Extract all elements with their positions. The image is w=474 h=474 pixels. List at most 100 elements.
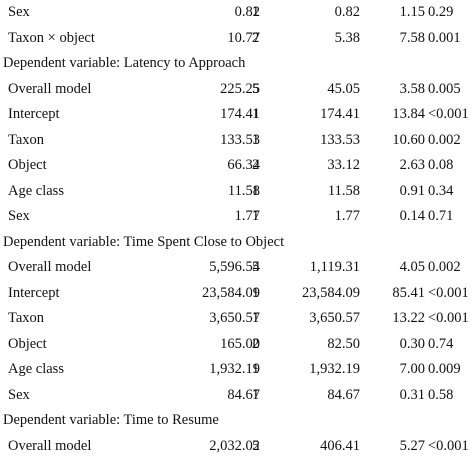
table-row: Intercept 174.41 1 174.41 13.84 <0.001 bbox=[0, 102, 474, 128]
mean-square: 3,650.57 bbox=[309, 310, 360, 326]
anova-table: Sex 0.82 1 0.82 1.15 0.29 Taxon × object… bbox=[0, 0, 474, 460]
table-row: Taxon 3,650.57 1 3,650.57 13.22 <0.001 bbox=[0, 306, 474, 332]
degrees-of-freedom: 2 bbox=[252, 157, 260, 173]
section-heading-row: Dependent variable: Time to Resume bbox=[0, 408, 474, 434]
f-value: 5.27 bbox=[399, 437, 425, 454]
p-value: 0.005 bbox=[428, 80, 461, 97]
p-value: 0.002 bbox=[428, 259, 461, 275]
table-row: Taxon 133.53 1 133.53 10.60 0.002 bbox=[0, 128, 474, 154]
f-value: 7.00 bbox=[399, 361, 425, 377]
p-value: 0.29 bbox=[428, 4, 454, 20]
p-value: <0.001 bbox=[428, 310, 469, 326]
mean-square: 1,119.31 bbox=[309, 259, 360, 275]
table-row: Taxon × object 10.77 2 5.38 7.58 0.001 bbox=[0, 26, 474, 52]
f-value: 10.60 bbox=[392, 131, 425, 148]
term-label: Overall model bbox=[8, 259, 92, 275]
degrees-of-freedom: 1 bbox=[252, 386, 260, 403]
mean-square: 82.50 bbox=[327, 335, 360, 352]
degrees-of-freedom: 1 bbox=[252, 361, 260, 377]
f-value: 1.15 bbox=[399, 4, 425, 20]
table-row: Age class 1,932.19 1 1,932.19 7.00 0.009 bbox=[0, 357, 474, 383]
p-value: 0.009 bbox=[428, 361, 461, 377]
section-heading: Dependent variable: Time Spent Close to … bbox=[3, 233, 285, 250]
table-row: Object 165.00 2 82.50 0.30 0.74 bbox=[0, 332, 474, 358]
degrees-of-freedom: 1 bbox=[252, 310, 260, 326]
f-value: 4.05 bbox=[399, 259, 425, 275]
sum-of-squares: 10.77 bbox=[227, 29, 260, 46]
mean-square: 1,932.19 bbox=[309, 361, 360, 377]
term-label: Taxon bbox=[8, 310, 45, 326]
f-value: 85.41 bbox=[392, 284, 425, 301]
term-label: Object bbox=[8, 335, 47, 352]
degrees-of-freedom: 1 bbox=[252, 106, 260, 122]
mean-square: 11.58 bbox=[327, 182, 360, 199]
term-label: Age class bbox=[8, 361, 64, 377]
p-value: 0.08 bbox=[428, 157, 454, 173]
degrees-of-freedom: 1 bbox=[252, 208, 260, 224]
p-value: 0.74 bbox=[428, 335, 454, 352]
table-row: Age class 11.58 1 11.58 0.91 0.34 bbox=[0, 179, 474, 205]
mean-square: 133.53 bbox=[320, 131, 360, 148]
table-row: Overall model 2,032.02 5 406.41 5.27 <0.… bbox=[0, 434, 474, 460]
term-label: Sex bbox=[8, 4, 30, 20]
mean-square: 1.77 bbox=[334, 208, 360, 224]
f-value: 3.58 bbox=[399, 80, 425, 97]
p-value: 0.002 bbox=[428, 131, 461, 148]
mean-square: 174.41 bbox=[320, 106, 360, 122]
sum-of-squares: 1,932.19 bbox=[209, 361, 260, 377]
f-value: 0.91 bbox=[399, 182, 425, 199]
degrees-of-freedom: 1 bbox=[252, 182, 260, 199]
mean-square: 0.82 bbox=[334, 4, 360, 20]
degrees-of-freedom: 2 bbox=[252, 335, 260, 352]
degrees-of-freedom: 1 bbox=[252, 284, 260, 301]
term-label: Overall model bbox=[8, 437, 92, 454]
section-heading-row: Dependent variable: Latency to Approach bbox=[0, 51, 474, 77]
table-row: Sex 84.67 1 84.67 0.31 0.58 bbox=[0, 383, 474, 409]
table-row: Sex 1.77 1 1.77 0.14 0.71 bbox=[0, 204, 474, 230]
f-value: 2.63 bbox=[399, 157, 425, 173]
table-row: Object 66.34 2 33.12 2.63 0.08 bbox=[0, 153, 474, 179]
section-heading-row: Dependent variable: Time Spent Close to … bbox=[0, 230, 474, 256]
section-heading: Dependent variable: Latency to Approach bbox=[3, 55, 246, 71]
p-value: <0.001 bbox=[428, 437, 469, 454]
term-label: Intercept bbox=[8, 106, 60, 122]
f-value: 0.30 bbox=[399, 335, 425, 352]
f-value: 0.14 bbox=[399, 208, 425, 224]
mean-square: 33.12 bbox=[327, 157, 360, 173]
sum-of-squares: 165.00 bbox=[220, 335, 260, 352]
f-value: 13.84 bbox=[392, 106, 425, 122]
mean-square: 45.05 bbox=[327, 80, 360, 97]
sum-of-squares: 3,650.57 bbox=[209, 310, 260, 326]
table-row: Sex 0.82 1 0.82 1.15 0.29 bbox=[0, 0, 474, 26]
sum-of-squares: 133.53 bbox=[220, 131, 260, 148]
sum-of-squares: 23,584.09 bbox=[202, 284, 260, 301]
p-value: 0.58 bbox=[428, 386, 454, 403]
degrees-of-freedom: 5 bbox=[252, 259, 260, 275]
term-label: Taxon × object bbox=[8, 29, 95, 46]
f-value: 13.22 bbox=[392, 310, 425, 326]
p-value: 0.001 bbox=[428, 29, 461, 46]
mean-square: 84.67 bbox=[327, 386, 360, 403]
degrees-of-freedom: 2 bbox=[252, 29, 260, 46]
term-label: Sex bbox=[8, 208, 30, 224]
term-label: Age class bbox=[8, 182, 64, 199]
degrees-of-freedom: 5 bbox=[252, 437, 260, 454]
term-label: Object bbox=[8, 157, 47, 173]
mean-square: 23,584.09 bbox=[302, 284, 360, 301]
degrees-of-freedom: 1 bbox=[252, 131, 260, 148]
term-label: Taxon bbox=[8, 131, 45, 148]
section-heading: Dependent variable: Time to Resume bbox=[3, 412, 219, 428]
p-value: 0.34 bbox=[428, 182, 454, 199]
sum-of-squares: 225.25 bbox=[220, 80, 260, 97]
degrees-of-freedom: 5 bbox=[252, 80, 260, 97]
term-label: Overall model bbox=[8, 80, 92, 97]
f-value: 7.58 bbox=[399, 29, 425, 46]
table-row: Intercept 23,584.09 1 23,584.09 85.41 <0… bbox=[0, 281, 474, 307]
degrees-of-freedom: 1 bbox=[252, 4, 260, 20]
p-value: <0.001 bbox=[428, 284, 469, 301]
sum-of-squares: 5,596.54 bbox=[209, 259, 260, 275]
table-row: Overall model 225.25 5 45.05 3.58 0.005 bbox=[0, 77, 474, 103]
p-value: 0.71 bbox=[428, 208, 454, 224]
sum-of-squares: 11.58 bbox=[227, 182, 260, 199]
mean-square: 5.38 bbox=[334, 29, 360, 46]
